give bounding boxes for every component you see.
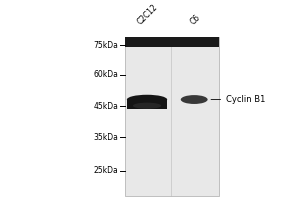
- Text: 75kDa: 75kDa: [94, 41, 119, 50]
- Text: C6: C6: [188, 13, 202, 27]
- Text: 25kDa: 25kDa: [94, 166, 119, 175]
- Text: 60kDa: 60kDa: [94, 70, 119, 79]
- Text: Cyclin B1: Cyclin B1: [211, 95, 266, 104]
- Ellipse shape: [127, 95, 167, 104]
- Bar: [127, 99, 167, 109]
- Ellipse shape: [133, 103, 161, 109]
- Text: 35kDa: 35kDa: [94, 133, 119, 142]
- Ellipse shape: [181, 95, 208, 104]
- Bar: [124, 37, 219, 196]
- Text: 45kDa: 45kDa: [94, 102, 119, 111]
- Text: C2C12: C2C12: [136, 3, 160, 27]
- Bar: [124, 37, 219, 47]
